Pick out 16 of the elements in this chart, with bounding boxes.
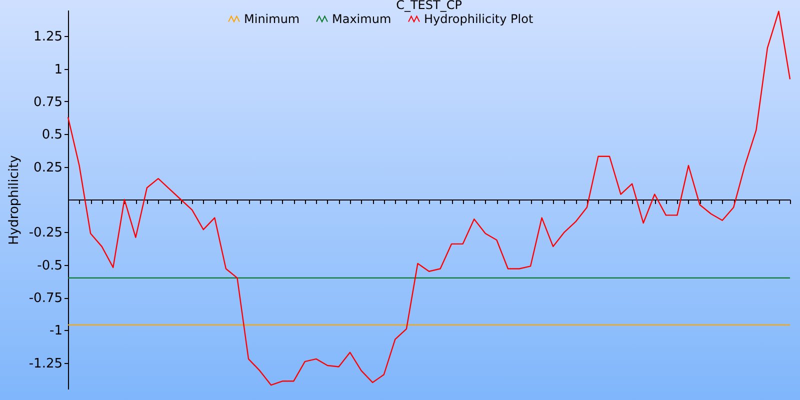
y-tick-label: -0.75 — [28, 291, 62, 306]
y-tick-label: -1.25 — [28, 356, 62, 372]
line-series — [67, 10, 791, 386]
y-tick-label: 0.25 — [34, 160, 62, 176]
y-tick-label: -0.5 — [37, 258, 62, 274]
y-tick-label: -1 — [50, 324, 62, 339]
legend-label: Hydrophilicity Plot — [424, 12, 534, 26]
y-axis-title: Hydrophilicity — [6, 154, 22, 245]
legend-label: Maximum — [332, 12, 392, 26]
y-tick-label: 1 — [54, 62, 62, 78]
y-tick-label: -0.25 — [28, 226, 62, 241]
y-tick-label: 0.75 — [34, 94, 62, 110]
chart-title: C_TEST_CP — [396, 0, 462, 12]
legend-label: Minimum — [244, 12, 300, 26]
y-tick-label: 1.25 — [34, 30, 62, 45]
y-tick-label: 0.5 — [42, 128, 62, 143]
